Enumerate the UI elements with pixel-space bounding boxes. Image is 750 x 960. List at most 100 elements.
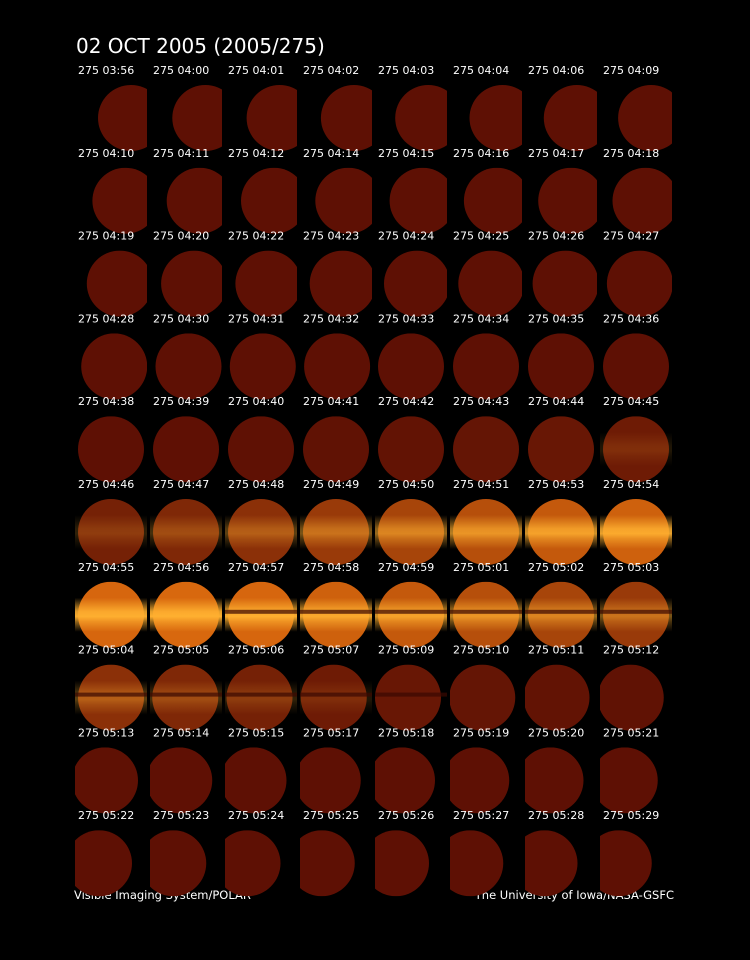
earth-disk: [463, 167, 522, 234]
frame-label: 275 04:00: [153, 64, 209, 77]
earth-disk: [75, 830, 132, 897]
frame-label: 275 05:14: [153, 726, 209, 739]
airglow-band: [600, 515, 672, 549]
airglow-band: [375, 515, 447, 549]
frame-image: [75, 830, 132, 897]
frame-image: [375, 581, 447, 648]
earth-disk: [525, 830, 578, 897]
frame-image: [538, 167, 597, 234]
earth-disk: [528, 333, 594, 400]
frame-image: [161, 250, 222, 317]
airglow-band: [75, 515, 147, 549]
earth-disk: [241, 167, 297, 234]
frame-image: [246, 85, 297, 151]
frame-label: 275 04:33: [378, 312, 434, 325]
frame-label: 275 05:24: [228, 809, 284, 822]
frame-image: [463, 167, 522, 234]
frame-label: 275 04:42: [378, 395, 434, 408]
frame-label: 275 05:10: [453, 644, 509, 657]
frame-image: [606, 250, 672, 317]
frame-label: 275 05:23: [153, 809, 209, 822]
earth-disk: [300, 830, 355, 897]
frame-image: [450, 747, 510, 814]
earth-disk: [606, 250, 672, 317]
airglow-band: [300, 515, 372, 549]
frame-label: 275 04:49: [303, 478, 359, 491]
frame-image: [600, 830, 652, 897]
airglow-band: [225, 515, 297, 549]
earth-disk: [618, 85, 672, 151]
frame-image: [450, 830, 504, 897]
frame-image: [150, 830, 207, 897]
frame-image: [375, 499, 447, 565]
frame-label: 275 04:18: [603, 147, 659, 160]
frame-label: 275 04:36: [603, 312, 659, 325]
frame-image: [86, 250, 147, 317]
earth-disk: [389, 167, 447, 234]
shadow-band: [300, 609, 372, 614]
frame-image: [150, 664, 222, 731]
frame-label: 275 03:56: [78, 64, 134, 77]
frame-label: 275 04:31: [228, 312, 284, 325]
frame-label: 275 05:09: [378, 644, 434, 657]
shadow-band: [150, 692, 222, 697]
frame-label: 275 05:07: [303, 644, 359, 657]
frame-label: 275 05:26: [378, 809, 434, 822]
frame-image: [81, 333, 147, 400]
airglow-band: [525, 597, 597, 632]
frame-image: [458, 250, 522, 317]
frame-image: [600, 747, 658, 814]
frame-image: [235, 250, 297, 317]
frame-label: 275 05:17: [303, 726, 359, 739]
frame-label: 275 04:46: [78, 478, 134, 491]
frame-label: 275 04:30: [153, 312, 209, 325]
shadow-band: [225, 609, 297, 614]
earth-disk: [172, 85, 222, 151]
frame-image: [300, 830, 355, 897]
frame-image: [450, 581, 522, 648]
frame-label: 275 04:19: [78, 230, 134, 243]
frame-image: [320, 85, 372, 151]
frame-image: [375, 747, 435, 814]
airglow-band: [150, 597, 222, 632]
frame-label: 275 04:12: [228, 147, 284, 160]
earth-disk: [98, 85, 147, 151]
frame-label: 275 04:53: [528, 478, 584, 491]
frame-label: 275 04:59: [378, 561, 434, 574]
shadow-band: [300, 692, 372, 697]
earth-disk: [86, 250, 147, 317]
frame-label: 275 05:21: [603, 726, 659, 739]
frame-label: 275 04:56: [153, 561, 209, 574]
frame-label: 275 05:25: [303, 809, 359, 822]
frame-label: 275 04:14: [303, 147, 359, 160]
earth-disk: [450, 830, 504, 897]
frame-label: 275 04:20: [153, 230, 209, 243]
frame-label: 275 04:34: [453, 312, 509, 325]
airglow-band: [300, 680, 372, 715]
earth-disk: [600, 830, 652, 897]
frame-image: [92, 167, 147, 234]
shadow-band: [525, 609, 597, 614]
frame-label: 275 04:24: [378, 230, 434, 243]
earth-disk: [92, 167, 147, 234]
earth-disk: [395, 85, 447, 151]
earth-disk: [600, 664, 664, 731]
frame-label: 275 05:05: [153, 644, 209, 657]
frame-image: [469, 85, 522, 151]
shadow-band: [375, 609, 447, 614]
frame-image: [315, 167, 372, 234]
frame-image: [375, 664, 447, 731]
earth-disk: [300, 747, 361, 814]
frame-label: 275 04:35: [528, 312, 584, 325]
earth-disk: [75, 747, 138, 814]
earth-disk: [528, 416, 594, 483]
title: 02 OCT 2005 (2005/275): [76, 34, 325, 58]
frame-image: [375, 830, 429, 897]
frame-label: 275 05:01: [453, 561, 509, 574]
frame-image: [150, 499, 222, 565]
airglow-band: [75, 597, 147, 632]
frame-image: [600, 499, 672, 565]
frame-label: 275 04:16: [453, 147, 509, 160]
